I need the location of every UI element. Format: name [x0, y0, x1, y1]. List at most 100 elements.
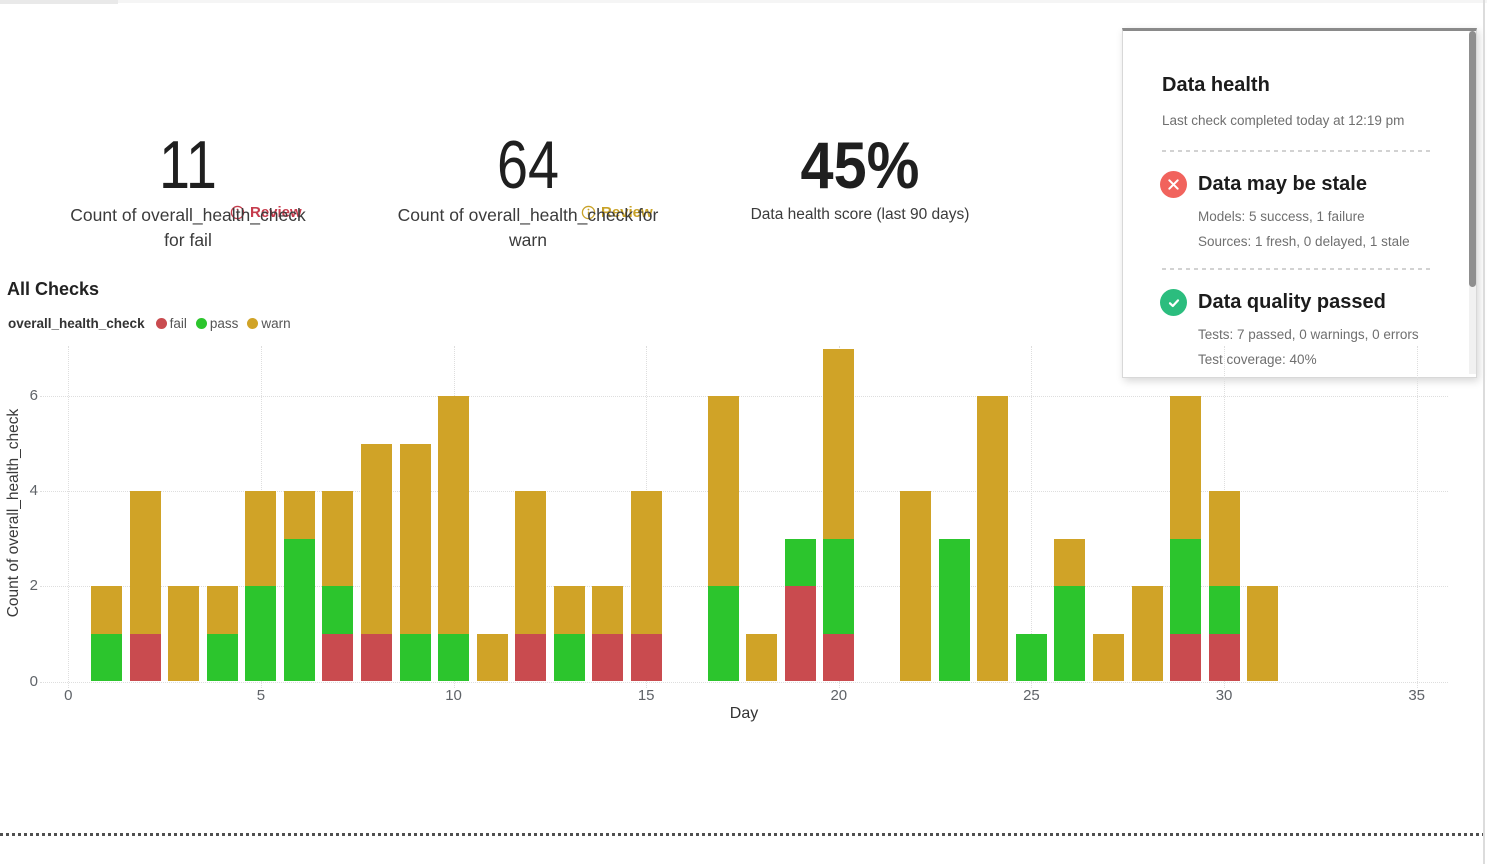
bar-segment-fail-day-14[interactable]: [592, 633, 624, 682]
gridline-y-0: [40, 681, 1448, 683]
y-tick-label: 2: [29, 577, 38, 595]
bar-segment-fail-day-29[interactable]: [1170, 633, 1202, 682]
bar-segment-warn-day-28[interactable]: [1131, 586, 1163, 682]
bar-segment-warn-day-3[interactable]: [168, 586, 200, 682]
review-badge-warn[interactable]: Review: [581, 204, 653, 221]
bar-segment-pass-day-4[interactable]: [206, 633, 238, 682]
bar-segment-warn-day-11[interactable]: [476, 633, 508, 682]
legend-label: warn: [261, 316, 291, 331]
legend-label: fail: [169, 316, 187, 331]
bar-segment-warn-day-4[interactable]: [206, 586, 238, 634]
review-label: Review: [601, 204, 653, 221]
bar-segment-pass-day-25[interactable]: [1015, 633, 1047, 682]
panel-scrollbar-thumb[interactable]: [1469, 31, 1476, 287]
bar-segment-warn-day-2[interactable]: [129, 491, 161, 634]
x-tick-label: 35: [1408, 687, 1426, 704]
metric-value: 64: [496, 127, 560, 203]
bar-segment-warn-day-30[interactable]: [1208, 491, 1240, 587]
chart-legend: overall_health_check fail pass warn: [8, 316, 300, 331]
gridline-y-4: [40, 491, 1448, 493]
bottom-dotted-divider: [0, 833, 1487, 836]
bar-segment-warn-day-10[interactable]: [438, 396, 470, 634]
divider: [1162, 150, 1434, 152]
bar-segment-pass-day-13[interactable]: [553, 633, 585, 682]
metric-value: 45%: [800, 128, 920, 202]
section-line-coverage: Test coverage: 40%: [1198, 352, 1317, 367]
data-health-panel: Data health Last check completed today a…: [1122, 28, 1477, 378]
bar-segment-warn-day-8[interactable]: [361, 443, 392, 634]
metric-label: Count of overall_health_check for fail: [70, 205, 306, 250]
bar-segment-warn-day-14[interactable]: [592, 586, 624, 634]
bar-segment-pass-day-26[interactable]: [1054, 586, 1086, 682]
bar-segment-fail-day-8[interactable]: [361, 633, 392, 682]
bar-segment-warn-day-13[interactable]: [553, 586, 585, 634]
top-left-strip: [0, 0, 118, 4]
bar-segment-fail-day-19[interactable]: [784, 586, 816, 682]
bar-segment-warn-day-1[interactable]: [91, 586, 123, 634]
bar-segment-warn-day-15[interactable]: [630, 491, 662, 634]
bar-segment-warn-day-27[interactable]: [1092, 633, 1124, 682]
bar-segment-pass-day-6[interactable]: [283, 538, 315, 682]
gridline-y-2: [40, 586, 1448, 588]
bar-segment-pass-day-29[interactable]: [1170, 538, 1202, 634]
bar-segment-warn-day-29[interactable]: [1170, 396, 1202, 539]
bar-segment-warn-day-9[interactable]: [399, 443, 431, 634]
panel-subtitle: Last check completed today at 12:19 pm: [1162, 113, 1405, 128]
legend-label: pass: [209, 316, 239, 331]
divider: [1162, 268, 1434, 270]
bar-segment-warn-day-5[interactable]: [245, 491, 277, 587]
bar-segment-pass-day-23[interactable]: [938, 538, 970, 682]
section-title-quality: Data quality passed: [1198, 291, 1386, 313]
legend-item-warn[interactable]: warn: [247, 316, 291, 331]
legend-items: fail pass warn: [155, 316, 300, 331]
x-tick-label: 5: [256, 687, 266, 704]
gridline-x-35: [1416, 346, 1418, 688]
bar-segment-warn-day-6[interactable]: [283, 491, 315, 539]
bar-segment-pass-day-19[interactable]: [784, 538, 816, 587]
y-tick-label: 0: [29, 672, 38, 690]
bar-segment-warn-day-18[interactable]: [746, 633, 778, 682]
x-tick-label: 20: [830, 687, 848, 704]
section-line-models: Models: 5 success, 1 failure: [1198, 209, 1365, 224]
bar-segment-fail-day-20[interactable]: [823, 633, 855, 682]
legend-dot-pass: [195, 318, 207, 329]
bar-segment-pass-day-20[interactable]: [823, 538, 855, 634]
bar-segment-pass-day-7[interactable]: [322, 586, 354, 634]
bar-segment-warn-day-26[interactable]: [1054, 538, 1086, 587]
info-icon: [581, 205, 596, 220]
legend-item-pass[interactable]: pass: [195, 316, 239, 331]
bar-segment-warn-day-20[interactable]: [823, 348, 855, 539]
bar-segment-warn-day-17[interactable]: [707, 396, 739, 587]
x-tick-label: 30: [1215, 687, 1233, 704]
bar-segment-warn-day-22[interactable]: [900, 491, 932, 682]
bar-segment-pass-day-9[interactable]: [399, 633, 431, 682]
legend-item-fail[interactable]: fail: [155, 316, 187, 331]
bar-segment-warn-day-24[interactable]: [977, 396, 1009, 682]
y-tick-label: 4: [29, 482, 38, 500]
bar-segment-warn-day-12[interactable]: [515, 491, 547, 634]
bar-segment-fail-day-7[interactable]: [322, 633, 354, 682]
bar-segment-pass-day-5[interactable]: [245, 586, 277, 682]
metric-value: 11: [159, 127, 217, 203]
bar-segment-fail-day-15[interactable]: [630, 633, 662, 682]
bar-segment-pass-day-1[interactable]: [91, 633, 123, 682]
bar-segment-warn-day-31[interactable]: [1247, 586, 1279, 682]
legend-dot-warn: [247, 318, 259, 329]
x-tick-label: 0: [64, 687, 73, 704]
info-icon: [230, 205, 245, 220]
x-tick-label: 25: [1023, 687, 1040, 704]
x-tick-label: 15: [637, 687, 655, 704]
bar-segment-fail-day-12[interactable]: [515, 633, 547, 682]
review-badge-fail[interactable]: Review: [230, 204, 302, 221]
bar-segment-pass-day-30[interactable]: [1208, 586, 1240, 634]
section-line-tests: Tests: 7 passed, 0 warnings, 0 errors: [1198, 327, 1419, 342]
legend-dot-fail: [155, 318, 167, 329]
bar-segment-pass-day-17[interactable]: [707, 586, 739, 682]
y-tick-label: 6: [29, 387, 38, 405]
bar-segment-fail-day-30[interactable]: [1208, 633, 1240, 682]
bar-segment-warn-day-7[interactable]: [322, 491, 354, 587]
bar-segment-fail-day-2[interactable]: [129, 633, 161, 682]
bar-segment-pass-day-10[interactable]: [438, 633, 470, 682]
